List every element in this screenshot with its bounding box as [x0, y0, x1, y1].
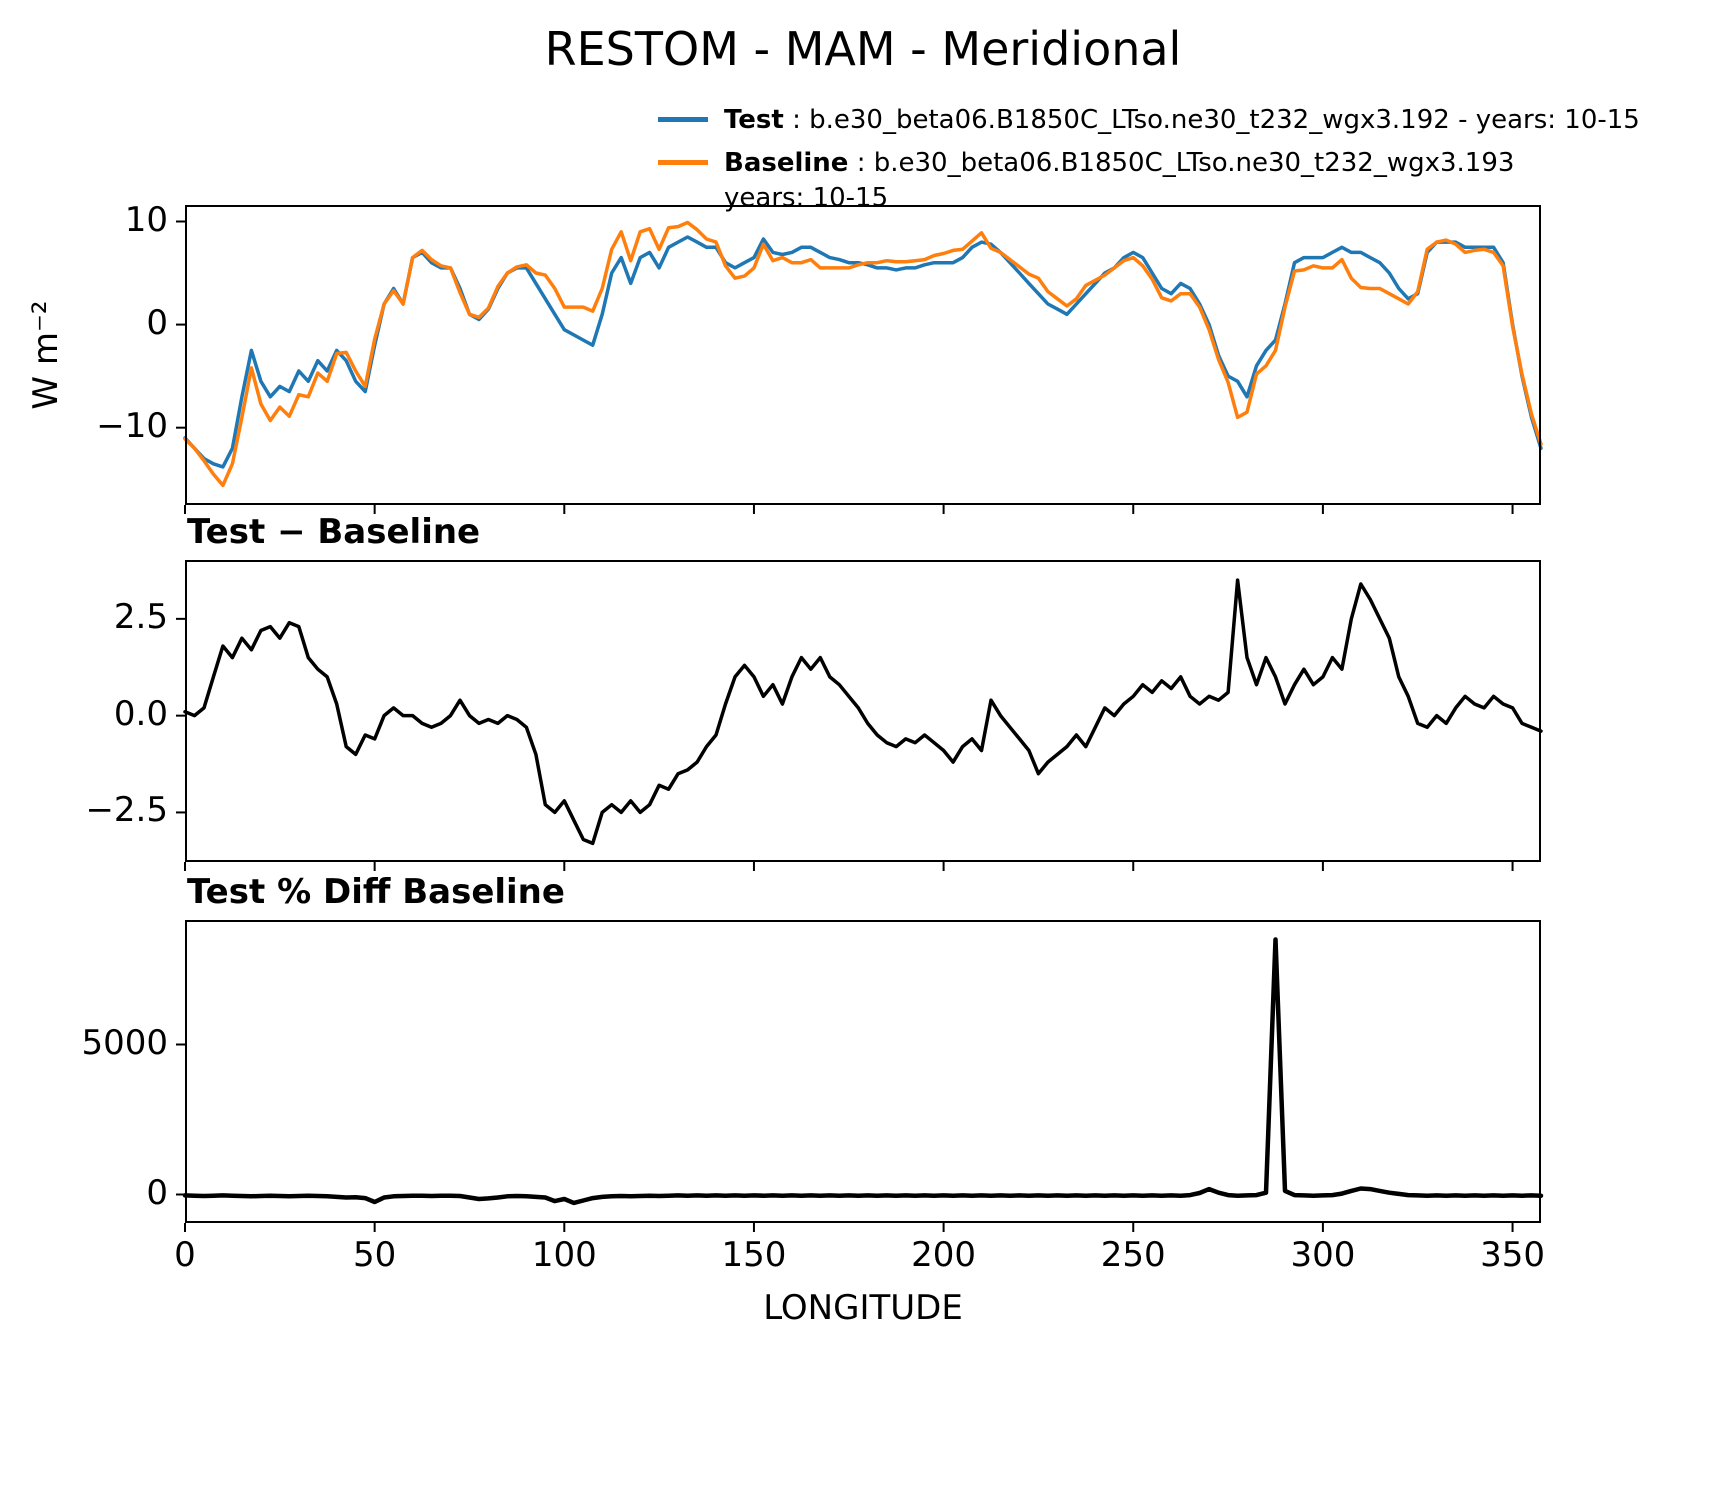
series-test-minus-baseline: [183, 578, 1543, 846]
chart-title: RESTOM - MAM - Meridional: [544, 22, 1182, 76]
series-test-diff-baseline: [182, 937, 1544, 1206]
main-panel: 10 0 −10: [96, 200, 1543, 514]
x-tick-label: 0: [174, 1235, 196, 1275]
legend-swatch-baseline: [658, 160, 708, 166]
pctdiff-panel-label: Test % Diff Baseline: [187, 872, 565, 912]
legend-text-test: Test : b.e30_beta06.B1850C_LTso.ne30_t23…: [724, 103, 1640, 138]
y-tick-label: −10: [96, 405, 168, 446]
y-tick-label: 0: [146, 1172, 168, 1213]
axes-frame: [185, 560, 1541, 862]
y-tick-label: 2.5: [113, 596, 168, 637]
legend-desc-baseline: : b.e30_beta06.B1850C_LTso.ne30_t232_wgx…: [848, 148, 1515, 179]
x-tick-label: 300: [1290, 1235, 1356, 1275]
legend-name-test: Test: [724, 105, 784, 135]
legend-years-baseline: years: 10-15: [724, 183, 889, 214]
y-tick-label: 0: [146, 302, 168, 343]
legend-name-baseline: Baseline: [724, 148, 849, 179]
x-tick-label: 200: [911, 1235, 977, 1275]
x-tick-label: 50: [353, 1235, 397, 1275]
y-tick-label: −2.5: [85, 790, 168, 831]
diff-panel: 2.5 0.0 −2.5: [85, 560, 1543, 871]
legend-swatch-test: [658, 117, 708, 122]
axes-frame: [185, 205, 1541, 505]
main-plot: [176, 205, 1543, 514]
legend-entry-baseline: Baseline : b.e30_beta06.B1850C_LTso.ne30…: [658, 146, 1640, 216]
axes-frame: [185, 920, 1541, 1223]
legend-desc-test: : b.e30_beta06.B1850C_LTso.ne30_t232_wgx…: [783, 105, 1640, 135]
series-baseline: [183, 220, 1543, 488]
diff-plot: [176, 560, 1543, 871]
x-tick-label: 100: [531, 1235, 597, 1275]
series-test: [183, 235, 1543, 469]
y-axis-label: W m⁻²: [26, 300, 66, 410]
x-tick-label: 150: [721, 1235, 787, 1275]
legend: Test : b.e30_beta06.B1850C_LTso.ne30_t23…: [658, 103, 1640, 224]
y-tick-label: 0.0: [113, 693, 168, 734]
diff-panel-label: Test − Baseline: [187, 512, 481, 552]
y-tick-label: 5000: [81, 1022, 168, 1063]
pctdiff-panel: 5000 0 0 50 100 150 200 250 300 350: [81, 920, 1545, 1275]
y-tick-label: 10: [124, 199, 168, 240]
x-tick-label: 350: [1480, 1235, 1545, 1275]
legend-text-baseline: Baseline : b.e30_beta06.B1850C_LTso.ne30…: [724, 146, 1514, 216]
legend-entry-test: Test : b.e30_beta06.B1850C_LTso.ne30_t23…: [658, 103, 1640, 138]
x-tick-label: 250: [1100, 1235, 1166, 1275]
x-axis-label: LONGITUDE: [763, 1288, 963, 1328]
pctdiff-plot: [176, 920, 1544, 1232]
